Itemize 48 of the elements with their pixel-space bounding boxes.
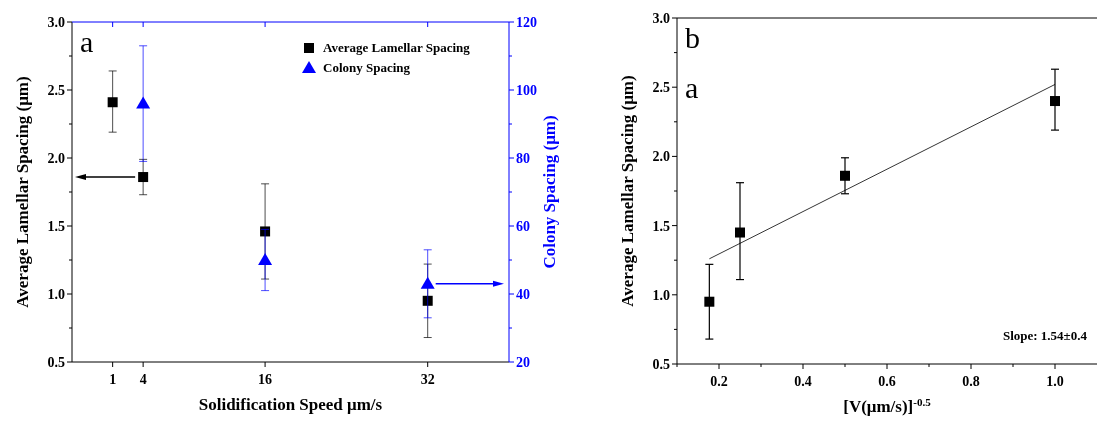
point [420,276,435,289]
y2-tick-label: 60 [516,219,530,234]
x-tick-label: 0.4 [794,374,812,389]
x-tick-label: 0.6 [878,374,896,389]
point [136,96,151,109]
legend-label: Colony Spacing [323,60,411,75]
x-tick-label: 32 [420,372,435,387]
x-tick-label: 0.8 [962,374,980,389]
y-tick-label: 0.5 [652,357,670,372]
y2-tick-label: 120 [516,15,537,30]
point [138,172,149,183]
y-tick-label: 0.5 [47,355,65,370]
y-tick-label: 2.0 [47,151,65,166]
y2-tick-label: 100 [516,83,537,98]
annotation: a [685,71,699,104]
y-tick-label: 2.5 [47,83,65,98]
y-tick-label: 1.5 [47,219,65,234]
point [258,253,273,265]
point [840,170,850,181]
y2-tick-label: 20 [516,355,530,370]
y2-axis-title: Colony Spacing (μm) [540,115,559,269]
x-tick-label: 0.2 [710,374,728,389]
annotation: a [80,25,94,58]
x-tick-label: 1.0 [1046,374,1064,389]
x-axis-title: [V(μm/s)]$^{-0.5}$ [843,396,932,416]
point [422,295,433,306]
point [1050,96,1060,107]
y-tick-label: 1.5 [652,218,670,234]
y-tick-label: 2.5 [652,80,670,96]
annotation: b [685,21,700,54]
x-axis-title: Solidification Speed μm/s [198,395,383,414]
point [735,227,745,238]
legend-label: Average Lamellar Spacing [323,40,471,55]
y-tick-label: 3.0 [652,11,670,26]
x-tick-label: 1 [109,372,117,387]
point [704,296,715,307]
y-tick-label: 3.0 [47,15,65,30]
y2-tick-label: 40 [516,287,530,302]
x-tick-label: 4 [139,372,147,387]
y-axis-title: Average Lamellar Spacing (μm) [13,76,32,308]
y-axis-title: Average Lamellar Spacing (μm) [618,75,637,307]
x-tick-label: 16 [258,372,273,387]
y-tick-label: 1.0 [652,287,670,303]
y2-tick-label: 80 [516,151,530,166]
annotation: Slope: 1.54±0.4 [1002,328,1088,343]
y-tick-label: 2.0 [652,149,670,165]
y-tick-label: 1.0 [47,287,65,302]
point [107,97,118,108]
